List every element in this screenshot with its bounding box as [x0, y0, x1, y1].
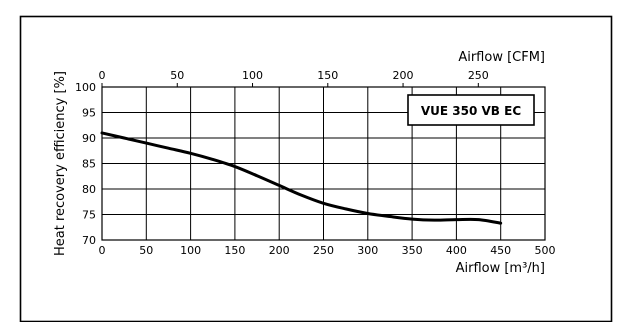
x2-tick-label: 100 — [242, 69, 263, 82]
legend-box — [407, 94, 535, 126]
x2-tick-label: 0 — [99, 69, 106, 82]
y-tick-label: 75 — [82, 209, 96, 222]
x-tick-label: 0 — [99, 244, 106, 257]
x-tick-label: 500 — [535, 244, 556, 257]
y-tick-label: 70 — [82, 234, 96, 247]
x-tick-label: 300 — [357, 244, 378, 257]
x-tick-label: 350 — [402, 244, 423, 257]
x2-tick-label: 200 — [393, 69, 414, 82]
y-tick-label: 95 — [82, 107, 96, 120]
x-tick-label: 250 — [313, 244, 334, 257]
y-tick-label: 90 — [82, 132, 96, 145]
x-tick-label: 450 — [490, 244, 511, 257]
x-tick-label: 50 — [139, 244, 153, 257]
x-tick-label: 150 — [224, 244, 245, 257]
x2-tick-label: 250 — [468, 69, 489, 82]
x2-tick-label: 50 — [170, 69, 184, 82]
x-axis-title: Airflow [m³/h] — [456, 261, 545, 276]
x-tick-label: 100 — [180, 244, 201, 257]
plot-area-border — [101, 86, 546, 241]
y-axis-title: Heat recovery efficiency [%] — [53, 71, 68, 256]
x2-tick-label: 150 — [317, 69, 338, 82]
x2-axis-title: Airflow [CFM] — [458, 50, 545, 65]
y-tick-label: 85 — [82, 158, 96, 171]
y-tick-label: 100 — [75, 81, 96, 94]
y-tick-label: 80 — [82, 183, 96, 196]
x-tick-label: 200 — [269, 244, 290, 257]
x-tick-label: 400 — [446, 244, 467, 257]
series-line-0 — [100, 131, 503, 225]
legend-label: VUE 350 VB EC — [421, 104, 521, 118]
